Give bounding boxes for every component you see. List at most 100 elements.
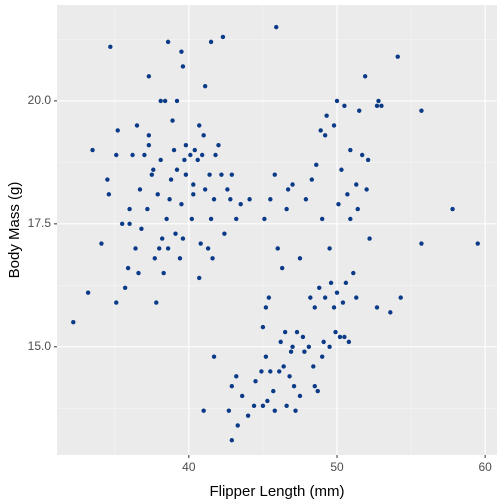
point [293, 408, 298, 413]
point [171, 147, 177, 153]
point [266, 295, 272, 300]
point [274, 24, 279, 30]
point [229, 383, 235, 389]
point [419, 108, 424, 113]
point [179, 201, 184, 207]
point [145, 206, 150, 212]
point [127, 221, 132, 227]
point [337, 334, 343, 340]
point [334, 290, 340, 295]
point [164, 216, 169, 222]
point [226, 408, 232, 413]
point [162, 98, 168, 104]
point [253, 379, 258, 384]
point [379, 103, 384, 109]
point [229, 438, 235, 443]
point [308, 295, 313, 300]
point [127, 206, 132, 212]
point [327, 246, 332, 251]
point [309, 177, 315, 182]
point [300, 334, 306, 340]
point [139, 226, 144, 231]
point [151, 167, 156, 172]
point [355, 206, 360, 212]
point [238, 201, 243, 207]
point [202, 83, 208, 89]
point [319, 216, 325, 222]
point [284, 403, 289, 409]
point [275, 246, 280, 251]
point [197, 123, 202, 128]
point [245, 413, 251, 418]
x-tick-label: 40 [182, 460, 196, 474]
point [210, 256, 215, 261]
point [281, 364, 286, 369]
point [207, 172, 212, 177]
point [348, 147, 353, 153]
point [202, 187, 208, 192]
point [354, 295, 359, 300]
point [225, 187, 230, 192]
point [155, 192, 160, 197]
point [342, 334, 347, 340]
point [222, 231, 227, 236]
point [114, 152, 119, 158]
point [312, 305, 317, 310]
point [165, 39, 171, 45]
point [317, 285, 322, 290]
point [263, 305, 269, 310]
point [279, 265, 285, 271]
point [199, 152, 205, 158]
point [90, 147, 95, 153]
point [146, 142, 152, 148]
point [180, 64, 186, 69]
point [324, 113, 329, 118]
point [119, 221, 125, 227]
point [228, 197, 233, 202]
point [71, 320, 76, 325]
point [192, 147, 197, 153]
point [271, 388, 276, 394]
point [288, 349, 294, 354]
point [345, 192, 350, 197]
point [146, 133, 152, 138]
point [319, 354, 325, 359]
point [297, 393, 303, 399]
point [268, 369, 273, 374]
point [374, 305, 380, 310]
point [318, 128, 323, 133]
point [364, 187, 369, 192]
point [331, 123, 337, 128]
point [247, 197, 252, 202]
point [99, 241, 104, 246]
point [229, 172, 235, 177]
point [374, 103, 380, 109]
point [167, 197, 172, 202]
point [191, 182, 196, 187]
point [395, 54, 400, 59]
point [198, 241, 203, 246]
point [359, 152, 365, 158]
point [177, 256, 183, 261]
point [376, 98, 381, 104]
point [354, 182, 359, 187]
point [365, 157, 371, 163]
point [174, 167, 180, 172]
point [183, 142, 189, 148]
point [398, 295, 403, 300]
point [322, 133, 328, 138]
point [348, 216, 353, 222]
point [328, 280, 334, 286]
point [211, 354, 217, 359]
point [450, 206, 455, 212]
point [251, 403, 257, 409]
point [85, 290, 91, 295]
y-tick-label: 20.0 [28, 93, 52, 107]
point [208, 216, 214, 222]
point [351, 270, 356, 276]
point [327, 344, 332, 350]
point [259, 369, 264, 374]
y-axis-label: Body Mass (g) [6, 182, 23, 279]
point [191, 192, 196, 197]
